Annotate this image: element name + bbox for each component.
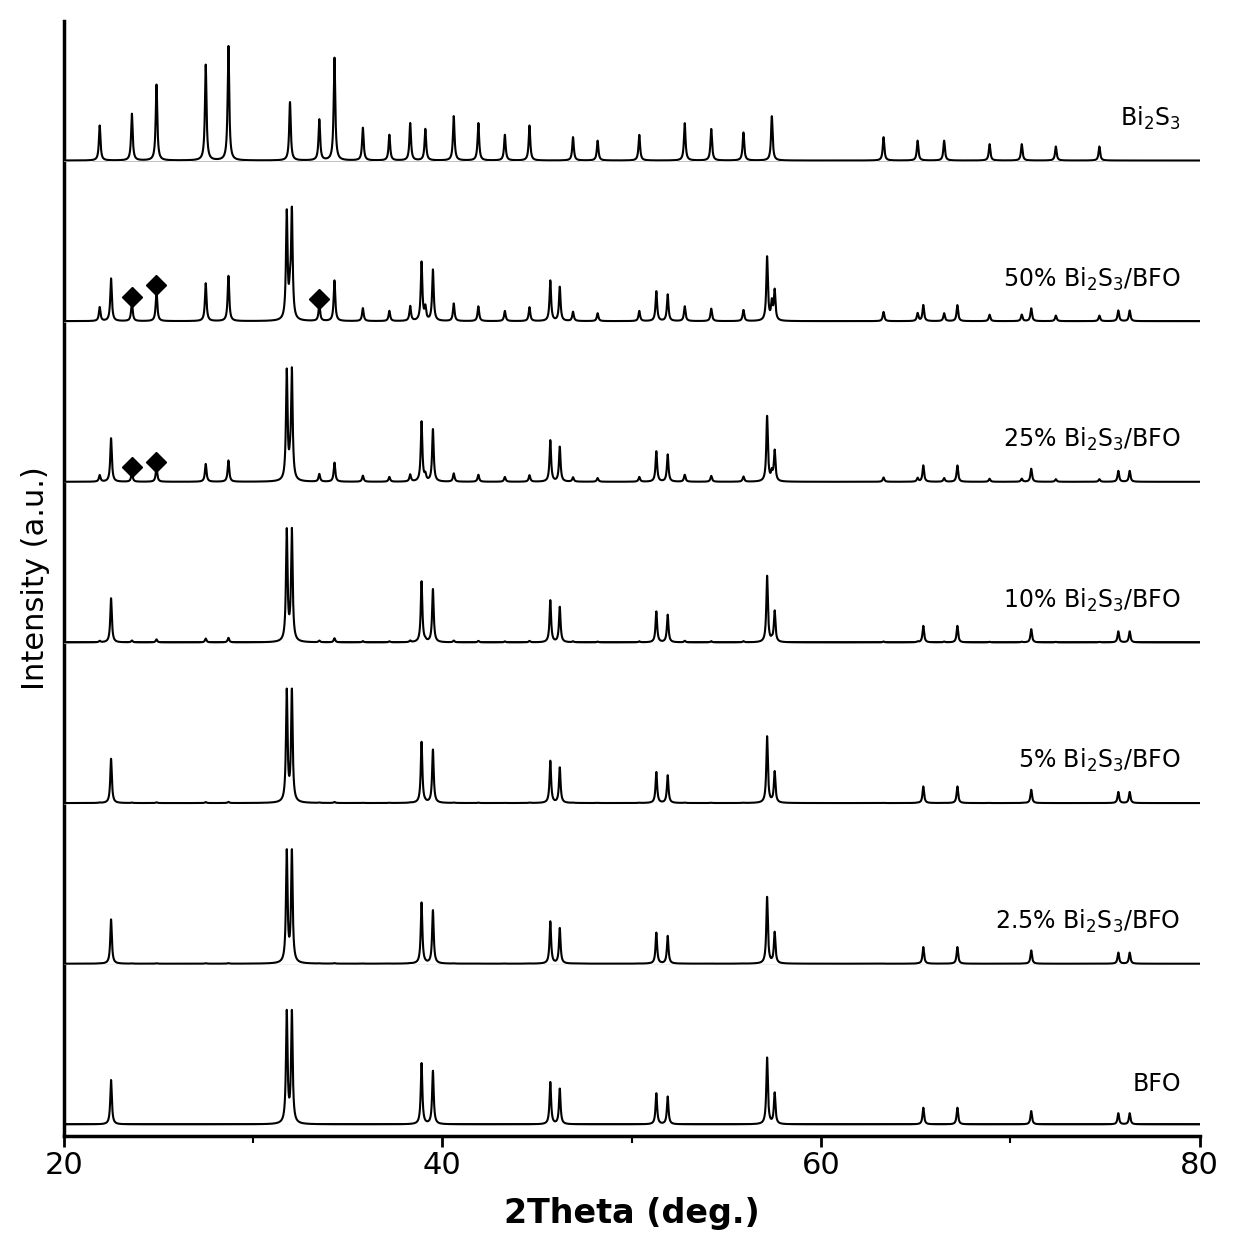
- Text: Bi$_2$S$_3$: Bi$_2$S$_3$: [1120, 105, 1180, 131]
- Y-axis label: Intensity (a.u.): Intensity (a.u.): [21, 467, 50, 691]
- Text: 5% Bi$_2$S$_3$/BFO: 5% Bi$_2$S$_3$/BFO: [1018, 747, 1180, 774]
- Text: 10% Bi$_2$S$_3$/BFO: 10% Bi$_2$S$_3$/BFO: [1003, 587, 1180, 614]
- Text: 25% Bi$_2$S$_3$/BFO: 25% Bi$_2$S$_3$/BFO: [1003, 425, 1180, 453]
- X-axis label: 2Theta (deg.): 2Theta (deg.): [503, 1197, 760, 1230]
- Text: 50% Bi$_2$S$_3$/BFO: 50% Bi$_2$S$_3$/BFO: [1003, 265, 1180, 293]
- Text: BFO: BFO: [1132, 1072, 1180, 1096]
- Text: 2.5% Bi$_2$S$_3$/BFO: 2.5% Bi$_2$S$_3$/BFO: [996, 908, 1180, 934]
